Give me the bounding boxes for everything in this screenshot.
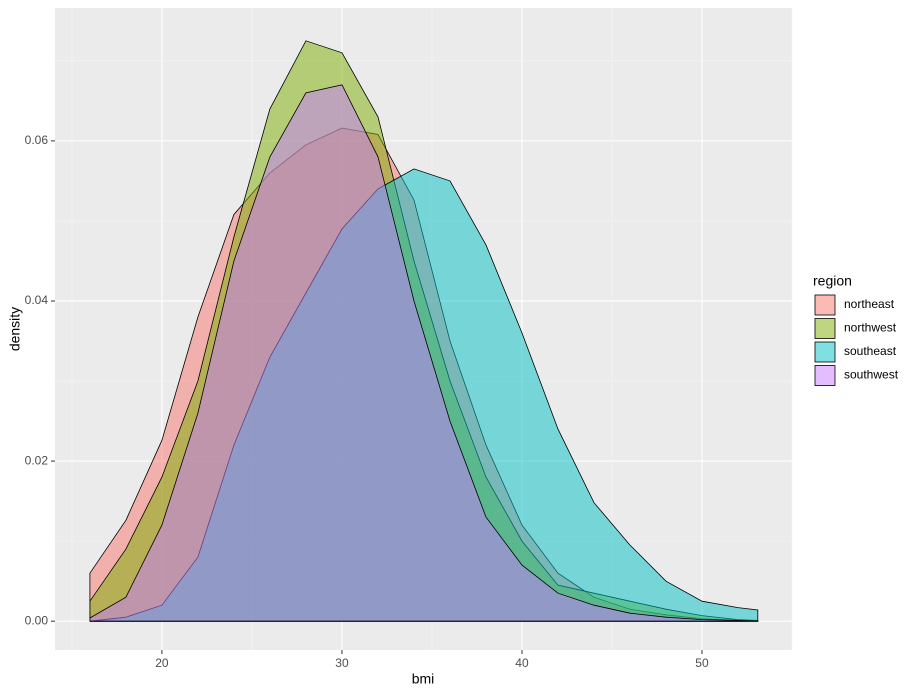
legend-label: southwest (844, 368, 899, 382)
x-tick-label: 30 (335, 656, 349, 670)
y-tick-label: 0.04 (25, 293, 49, 307)
x-tick-label: 50 (695, 656, 709, 670)
axes: 20 30 40 50 0.00 0.02 0.04 0.06 (25, 133, 709, 670)
legend-key (814, 341, 836, 363)
legend-key (814, 365, 836, 386)
x-tick-label: 40 (515, 656, 529, 670)
density-area (89, 84, 759, 622)
legend-label: southeast (844, 344, 897, 358)
y-tick-label: 0.06 (25, 133, 49, 147)
legend-label: northwest (844, 321, 897, 335)
x-axis-title: bmi (412, 671, 435, 687)
y-axis-title: density (7, 307, 23, 351)
legend: region northeast northwest southeast southw… (813, 273, 899, 386)
areas (89, 40, 759, 622)
x-tick-label: 20 (155, 656, 169, 670)
legend-title: region (813, 273, 852, 289)
legend-key (814, 318, 836, 339)
legend-key (814, 294, 836, 316)
y-tick-label: 0.02 (25, 453, 49, 467)
legend-label: northeast (844, 297, 895, 311)
y-tick-label: 0.00 (25, 613, 49, 627)
